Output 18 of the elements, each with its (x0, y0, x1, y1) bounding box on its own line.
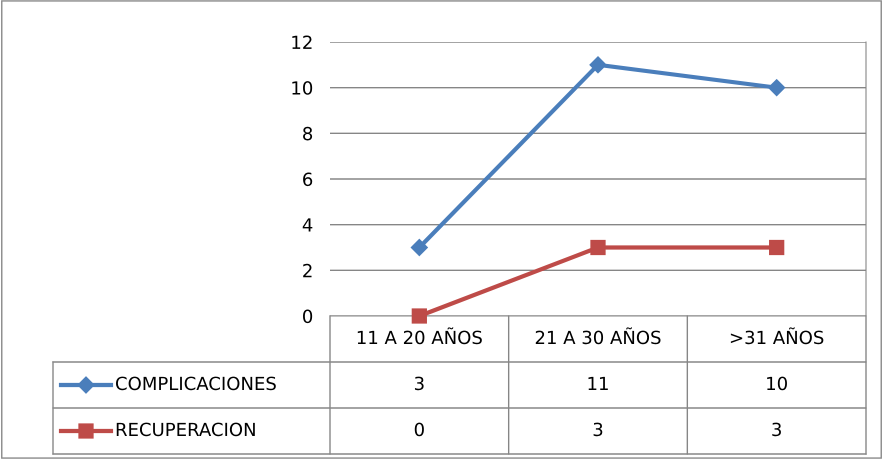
y-tick-label: 6 (303, 172, 312, 186)
data-label: 3 (772, 422, 781, 436)
y-tick-label: 10 (292, 81, 312, 95)
data-label: 11 (588, 376, 608, 390)
y-tick-label: 12 (292, 35, 312, 49)
y-tick-label: 0 (303, 309, 312, 324)
y-tick-label: 4 (302, 218, 312, 232)
data-label: 0 (414, 422, 424, 436)
x-tick-label: 11 A 20 AÑOS (358, 327, 482, 344)
legend-label: COMPLICACIONES (116, 376, 276, 390)
y-tick-label: 8 (303, 126, 312, 140)
data-label: 3 (414, 376, 424, 390)
x-tick-label: 21 A 30 AÑOS (536, 327, 661, 344)
x-tick-label: >31 AÑOS (730, 327, 824, 344)
data-label: 3 (594, 422, 602, 436)
data-label: 10 (767, 376, 787, 390)
y-tick-label: 2 (303, 264, 312, 278)
legend-label: RECUPERACION (116, 422, 255, 436)
